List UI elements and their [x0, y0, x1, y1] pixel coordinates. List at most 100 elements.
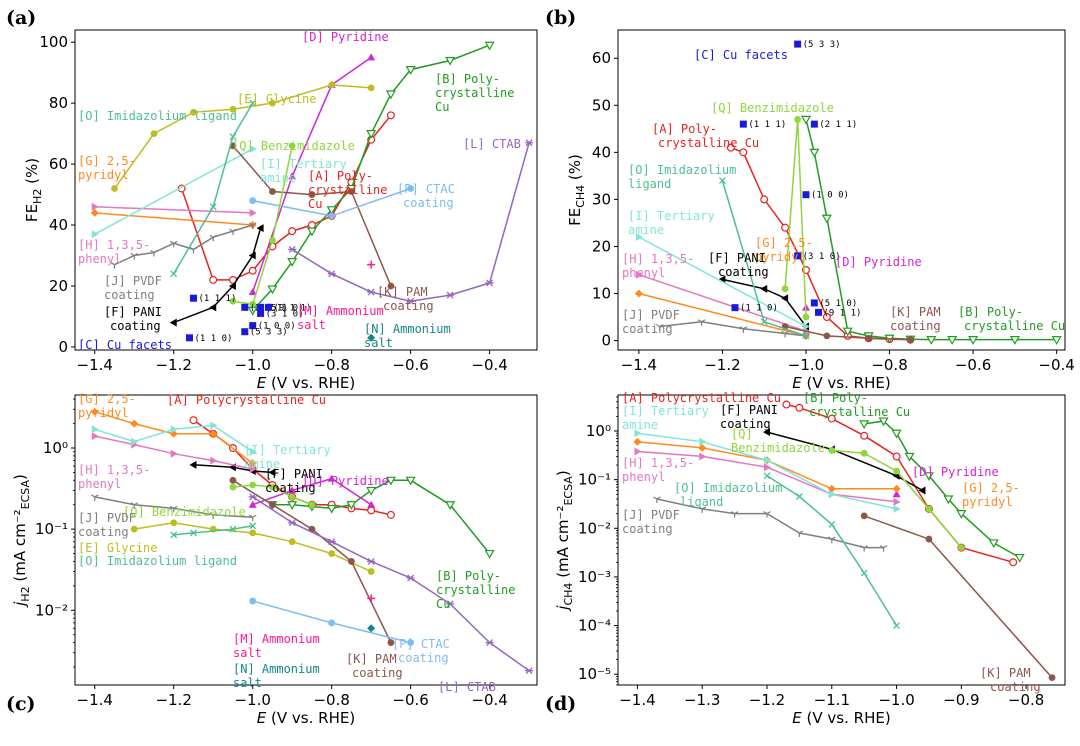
data-point: [328, 212, 336, 220]
data-point: [249, 522, 257, 530]
data-point: [445, 56, 456, 66]
data-point: [385, 476, 396, 486]
data-point: [988, 539, 999, 549]
annotation-label: coating: [398, 651, 449, 665]
annotation-label: coating: [104, 288, 155, 302]
data-point: [891, 429, 902, 439]
data-point: [763, 511, 771, 518]
series-l-ctab: [248, 493, 534, 675]
annotation-label: pyridyl: [962, 495, 1013, 509]
facet-label: (1 1 0): [740, 304, 778, 314]
annotation-label: crystalline: [435, 86, 514, 100]
data-point: [110, 262, 119, 269]
series-o-imidazolium-ligand: [763, 472, 901, 630]
data-point: [249, 529, 257, 537]
data-point: [823, 332, 831, 340]
data-point: [764, 463, 771, 472]
data-point: [269, 483, 276, 491]
data-point: [91, 432, 99, 441]
data-point: [764, 456, 771, 465]
data-point: [248, 500, 257, 508]
data-point: [189, 246, 198, 254]
data-point: [248, 459, 257, 468]
series-cu-facets: (1 1 0)(1 1 1)(2 1 1)(3 1 0)(5 1 0)(9 1 …: [186, 294, 311, 344]
x-tick-label: −1.4: [77, 356, 113, 374]
data-point: [248, 266, 257, 275]
series-line: [784, 325, 911, 341]
data-point: [763, 472, 771, 480]
data-point: [827, 484, 836, 493]
annotation-label: coating: [352, 666, 403, 680]
data-point: [860, 431, 869, 440]
annotation-label: [G] 2,5-: [78, 392, 136, 406]
data-point: [923, 472, 934, 482]
x-axis-label: E (V vs. RHE): [792, 374, 890, 392]
x-tick-label: −0.8: [871, 356, 907, 374]
data-point: [269, 99, 276, 107]
data-point: [249, 481, 257, 489]
y-axis-label: jH2 (mA cm⁻²ECSA): [11, 474, 32, 608]
y-tick-label: 10⁻¹: [35, 520, 68, 538]
annotation-label: [A] Polycrystalline Cu: [167, 393, 326, 407]
data-point: [209, 429, 218, 438]
x-tick-label: −0.4: [1038, 356, 1074, 374]
data-point: [269, 501, 276, 509]
annotation-label: [F] PANI: [265, 467, 323, 481]
data-point: [288, 172, 297, 180]
data-point: [169, 240, 178, 248]
data-point: [407, 185, 415, 192]
y-tick-label: 10⁻²: [578, 519, 611, 537]
data-point: [346, 501, 357, 510]
data-point: [718, 275, 726, 284]
annotation-label: [D] Pyridine: [912, 465, 999, 479]
annotation-label: coating: [720, 417, 771, 431]
data-point: [366, 130, 377, 139]
annotation-label: [D] Pyridine: [302, 474, 389, 488]
data-point: [91, 202, 99, 211]
data-point: [802, 332, 810, 340]
data-point: [860, 512, 868, 520]
data-point: [925, 505, 933, 513]
annotation-label: [K] PAM: [346, 652, 397, 666]
data-point: [781, 331, 789, 338]
annotation-label: [I] Tertiary: [260, 157, 347, 171]
data-point: [892, 490, 901, 498]
data-point: [802, 313, 810, 321]
data-point: [485, 279, 494, 287]
data-point: [821, 214, 832, 224]
annotation-label: salt: [297, 318, 326, 332]
data-point: [718, 177, 726, 185]
y-tick-label: 40: [592, 143, 611, 161]
facet-label: (5 1 0): [266, 303, 304, 313]
data-point: [111, 185, 118, 192]
data-point: [169, 318, 177, 327]
data-point: [485, 639, 494, 647]
data-point: [170, 425, 178, 434]
data-point: [446, 600, 455, 608]
annotation-label: [D] Pyridine: [302, 30, 389, 44]
data-point: [348, 558, 355, 565]
data-point: [892, 452, 901, 461]
series-q-benzimidazole: [781, 116, 810, 321]
facet-point: [739, 120, 747, 128]
data-point: [366, 486, 377, 496]
series-line: [173, 102, 254, 275]
annotation-label: coating: [78, 525, 129, 539]
data-point: [306, 227, 317, 237]
data-point: [828, 520, 836, 528]
series-l-ctab: [288, 139, 534, 305]
annotation-label: salt: [233, 676, 262, 690]
series-k-pam-coating: [229, 142, 395, 290]
data-point: [739, 148, 748, 157]
annotation-label: [K] PAM: [890, 305, 941, 319]
series-line: [94, 206, 253, 214]
annotation-label: [O] Imidazolium ligand: [78, 554, 237, 568]
series-o-imidazolium-ligand: [170, 99, 257, 278]
x-tick-label: −0.4: [471, 691, 507, 709]
facet-point: [731, 304, 739, 312]
data-point: [367, 557, 376, 565]
data-point: [209, 275, 218, 284]
y-tick-label: 40: [49, 216, 68, 234]
data-point: [635, 233, 643, 242]
data-point: [699, 452, 707, 461]
